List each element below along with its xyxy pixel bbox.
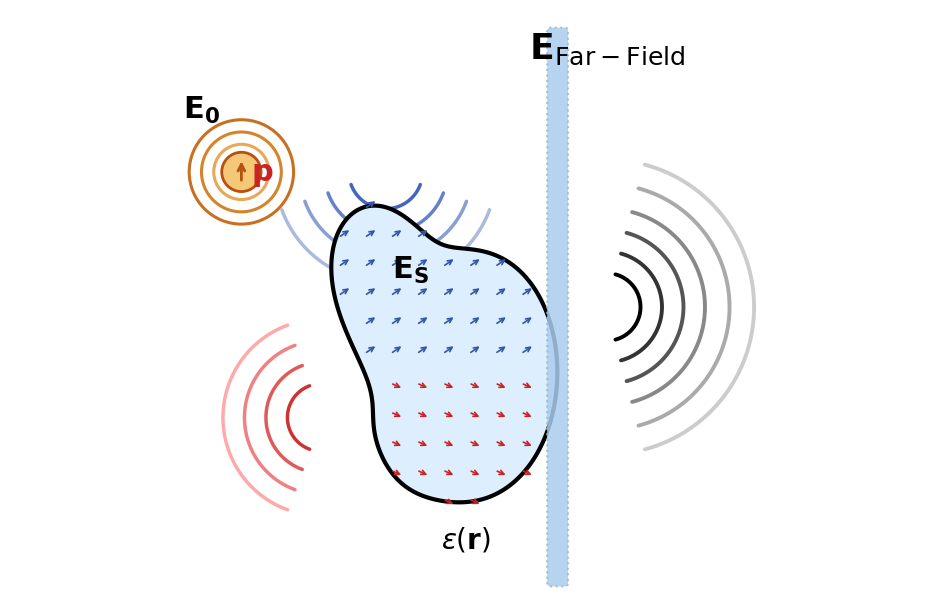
Text: $\mathbf{E_0}$: $\mathbf{E_0}$ bbox=[183, 95, 220, 126]
Text: $\mathbf{E}_{\mathrm{Far-Field}}$: $\mathbf{E}_{\mathrm{Far-Field}}$ bbox=[529, 31, 685, 67]
Polygon shape bbox=[331, 206, 558, 502]
Text: $\varepsilon(\mathbf{r})$: $\varepsilon(\mathbf{r})$ bbox=[440, 526, 491, 555]
Circle shape bbox=[222, 152, 261, 192]
FancyBboxPatch shape bbox=[547, 28, 568, 586]
Text: $\mathbf{E_S}$: $\mathbf{E_S}$ bbox=[392, 255, 428, 286]
Text: $\mathbf{p}$: $\mathbf{p}$ bbox=[250, 158, 273, 189]
